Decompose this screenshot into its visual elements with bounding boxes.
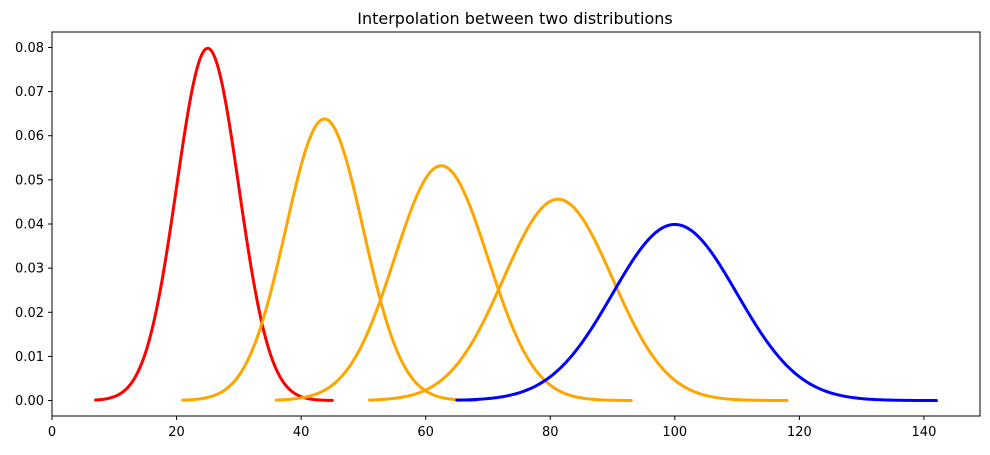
- data-point: [935, 399, 938, 402]
- series-line: [274, 164, 633, 402]
- data-point: [920, 399, 924, 402]
- data-point: [101, 398, 104, 401]
- data-point: [380, 398, 384, 401]
- series-source: [94, 46, 334, 402]
- plot-series: [94, 46, 938, 403]
- x-tick-label: 80: [542, 425, 559, 440]
- data-point: [368, 398, 371, 402]
- series-interpolation-2: [274, 164, 633, 402]
- x-tick-label: 20: [168, 425, 185, 440]
- y-tick-label: 0.07: [15, 85, 44, 100]
- x-tick-label: 60: [417, 425, 434, 440]
- data-point: [619, 399, 622, 402]
- data-point: [274, 398, 278, 402]
- data-point: [94, 398, 97, 402]
- y-tick-label: 0.01: [15, 350, 44, 365]
- y-tick-label: 0.04: [15, 218, 44, 233]
- data-point: [181, 398, 185, 402]
- y-tick-label: 0.06: [15, 129, 44, 144]
- x-tick-label: 0: [48, 425, 56, 440]
- data-point: [773, 399, 776, 402]
- data-point: [285, 398, 289, 401]
- series-line: [368, 197, 789, 403]
- y-tick-label: 0.02: [15, 306, 44, 321]
- y-tick-label: 0.03: [15, 262, 44, 277]
- axes: 0 20 40 60 80 100 120 140 0.00 0.01 0.02 0.03 0.04 0.…: [15, 31, 981, 440]
- y-tick-label: 0.05: [15, 173, 44, 188]
- y-tick-label: 0.08: [15, 41, 44, 56]
- data-point: [330, 399, 334, 402]
- chart-title: Interpolation between two distributions: [357, 9, 673, 28]
- data-point: [455, 398, 459, 402]
- data-point: [469, 398, 473, 402]
- series-interpolation-3: [368, 197, 789, 403]
- series-line: [181, 117, 478, 402]
- x-tick-label: 140: [912, 425, 937, 440]
- series-interpolation-1: [181, 117, 478, 402]
- x-tick-label: 120: [787, 425, 812, 440]
- series-target: [455, 222, 938, 403]
- x-tick-label: 100: [662, 425, 687, 440]
- series-line: [455, 222, 938, 403]
- data-point: [323, 398, 327, 402]
- data-point: [785, 399, 789, 402]
- x-tick-label: 40: [293, 425, 310, 440]
- series-line: [94, 46, 334, 402]
- y-tick-label: 0.00: [15, 394, 44, 409]
- data-point: [190, 398, 193, 402]
- data-point: [629, 399, 633, 402]
